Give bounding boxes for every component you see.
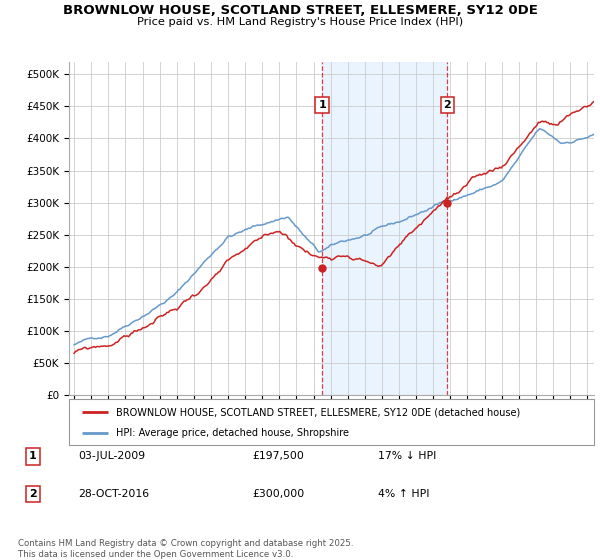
Text: BROWNLOW HOUSE, SCOTLAND STREET, ELLESMERE, SY12 0DE: BROWNLOW HOUSE, SCOTLAND STREET, ELLESME…	[62, 4, 538, 17]
Text: 2: 2	[443, 100, 451, 110]
Text: 4% ↑ HPI: 4% ↑ HPI	[378, 489, 430, 499]
Text: HPI: Average price, detached house, Shropshire: HPI: Average price, detached house, Shro…	[116, 428, 349, 438]
Text: 17% ↓ HPI: 17% ↓ HPI	[378, 451, 436, 461]
Text: £300,000: £300,000	[252, 489, 304, 499]
Text: 03-JUL-2009: 03-JUL-2009	[78, 451, 145, 461]
Text: Price paid vs. HM Land Registry's House Price Index (HPI): Price paid vs. HM Land Registry's House …	[137, 17, 463, 27]
Text: £197,500: £197,500	[252, 451, 304, 461]
Text: 1: 1	[318, 100, 326, 110]
Text: 2: 2	[29, 489, 37, 499]
Text: 28-OCT-2016: 28-OCT-2016	[78, 489, 149, 499]
Bar	[322, 62, 448, 395]
Text: 1: 1	[29, 451, 37, 461]
Text: Contains HM Land Registry data © Crown copyright and database right 2025.
This d: Contains HM Land Registry data © Crown c…	[18, 539, 353, 559]
Text: BROWNLOW HOUSE, SCOTLAND STREET, ELLESMERE, SY12 0DE (detached house): BROWNLOW HOUSE, SCOTLAND STREET, ELLESME…	[116, 407, 521, 417]
